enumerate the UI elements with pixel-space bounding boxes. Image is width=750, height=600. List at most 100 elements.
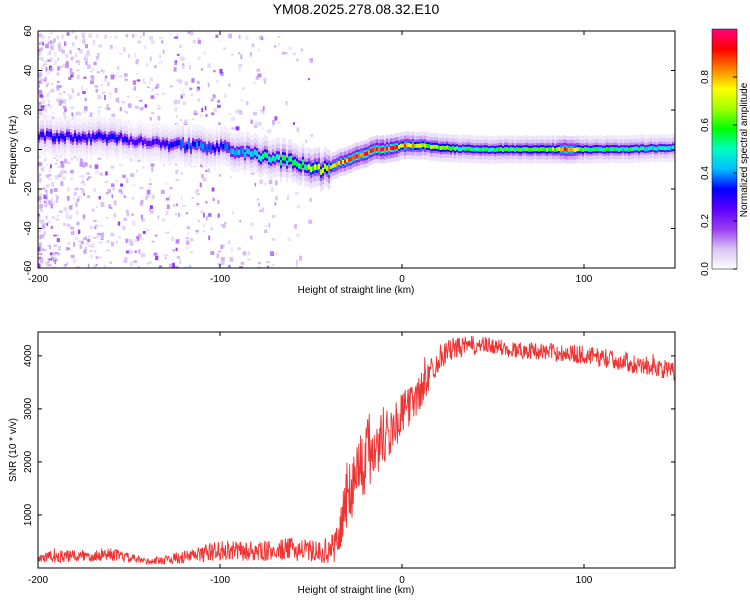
spectrogram-noise-cell	[131, 88, 134, 91]
spectrogram-noise-cell	[294, 192, 299, 195]
spectrogram-noise-cell	[61, 34, 64, 39]
spectrogram-ridge-cell	[320, 169, 323, 175]
spectrogram-ridge-cell	[270, 157, 273, 163]
spectrogram-noise-cell	[100, 237, 104, 241]
spectrogram-noise-cell	[97, 109, 101, 115]
spectrogram-noise-cell	[123, 195, 126, 198]
spectrogram-ridge-cell	[60, 133, 63, 139]
spectrogram-noise-cell	[173, 251, 175, 253]
spectrogram-noise-cell	[65, 53, 69, 59]
spectrogram-noise-cell	[100, 172, 103, 176]
spectrogram-noise-cell	[193, 110, 198, 116]
spectrogram-ridge-cell	[508, 147, 511, 152]
spectrogram-ridge-cell	[670, 146, 673, 151]
spectrogram-noise-cell	[143, 81, 147, 84]
spectrogram-noise-cell	[125, 238, 128, 243]
spectrogram-ridge-cell	[462, 146, 465, 151]
spectrogram-noise-cell	[128, 249, 133, 254]
spectrogram-ridge-cell	[550, 147, 553, 152]
colorbar-tick-label: 0.8	[700, 70, 711, 84]
spectrogram-noise-cell	[71, 90, 74, 93]
spectrogram-noise-cell	[180, 94, 183, 99]
spectrogram-noise-cell	[237, 247, 241, 251]
spectrogram-ridge-cell	[80, 136, 83, 142]
spectrogram-noise-cell	[90, 112, 93, 117]
spectrogram-noise-cell	[274, 202, 277, 206]
spectrogram-noise-cell	[194, 189, 199, 194]
spectrogram-noise-cell	[119, 53, 123, 55]
spectrogram-noise-cell	[137, 233, 142, 239]
spectrogram-noise-cell	[62, 176, 66, 180]
spectrogram-noise-cell	[38, 56, 41, 60]
spectrogram-noise-cell	[75, 35, 78, 40]
spectrogram-noise-cell	[146, 195, 149, 199]
spectrogram-ridge-cell	[428, 144, 431, 148]
spectrogram-noise-cell	[97, 171, 100, 175]
spectrogram-noise-cell	[220, 72, 224, 76]
spectrogram-noise-cell	[39, 173, 42, 176]
spectrogram-noise-cell	[64, 264, 67, 267]
spectrogram-noise-cell	[169, 33, 172, 36]
spectrogram-ridge-cell	[628, 147, 631, 152]
spectrogram-noise-cell	[119, 195, 122, 198]
spectrogram-noise-cell	[235, 109, 240, 113]
spectrogram-noise-cell	[81, 189, 85, 194]
spectrogram-ridge-cell	[332, 163, 335, 168]
spectrogram-ridge-cell	[66, 131, 69, 137]
spectrogram-noise-cell	[43, 61, 47, 63]
spectrogram-ridge-cell	[646, 146, 649, 151]
spectrogram-ridge-cell	[100, 133, 103, 139]
spectrogram-noise-cell	[47, 41, 51, 44]
spectrogram-ridge-cell	[450, 146, 453, 151]
spectrogram-ridge-cell	[606, 147, 609, 151]
spectrogram-ridge-cell	[602, 147, 605, 152]
spectrogram-noise-cell	[50, 164, 52, 169]
spectrogram-noise-cell	[110, 165, 114, 169]
spectrogram-noise-cell	[40, 56, 44, 61]
spectrogram-y-ticks: -60 -40 -20 0 20 40 60	[23, 25, 675, 275]
spectrogram-noise-cell	[56, 35, 59, 40]
spectrogram-noise-cell	[48, 178, 51, 181]
spectrogram-ridge-cell	[236, 149, 239, 155]
snr-panel: -200 -100 0 100 1000 2000 3000 4000 Height of …	[8, 331, 676, 596]
spectrogram-ridge-cell	[438, 145, 441, 150]
spectrogram-noise-cell	[228, 113, 232, 115]
spectrogram-noise-cell	[69, 215, 73, 219]
spectrogram-noise-cell	[93, 264, 97, 268]
spectrogram-noise-cell	[207, 168, 210, 173]
spectrogram-noise-cell	[160, 37, 164, 39]
spectrogram-noise-cell	[89, 225, 94, 230]
spectrogram-noise-cell	[75, 187, 79, 190]
spectrogram-noise-cell	[45, 192, 48, 197]
spectrogram-noise-cell	[200, 114, 203, 118]
spectrogram-noise-cell	[48, 33, 52, 35]
spectrogram-noise-cell	[197, 98, 201, 102]
spectrogram-ridge-cell	[390, 146, 393, 150]
spectrogram-noise-cell	[90, 254, 93, 259]
spectrogram-ridge-cell	[424, 143, 427, 148]
spectrogram-noise-cell	[88, 244, 92, 247]
spectrogram-noise-cell	[249, 235, 253, 240]
spectrogram-noise-cell	[38, 234, 42, 238]
spectrogram-noise-cell	[61, 99, 64, 104]
spectrogram-ridge-cell	[442, 145, 445, 150]
spectrogram-noise-cell	[38, 80, 41, 84]
spectrogram-noise-cell	[40, 220, 44, 224]
spectrogram-ridge-cell	[106, 137, 109, 143]
spectrogram-noise-cell	[56, 81, 60, 83]
spectrogram-noise-cell	[117, 100, 120, 104]
spectrogram-ridge-cell	[72, 136, 75, 143]
spectrogram-noise-cell	[115, 97, 119, 103]
spectrogram-noise-cell	[93, 250, 97, 253]
spectrogram-noise-cell	[123, 260, 128, 263]
spectrogram-ridge-cell	[104, 133, 107, 140]
spectrogram-noise-cell	[77, 195, 80, 201]
spectrogram-noise-cell	[75, 202, 78, 207]
spectrogram-noise-cell	[70, 56, 74, 61]
spectrogram-noise-cell	[98, 196, 101, 200]
spectrogram-ridge-cell	[94, 134, 97, 141]
spectrogram-x-tick-label: -100	[210, 274, 230, 285]
spectrogram-ridge-cell	[404, 143, 407, 148]
spectrogram-ridge-cell	[150, 140, 153, 147]
spectrogram-noise-cell	[235, 126, 240, 131]
